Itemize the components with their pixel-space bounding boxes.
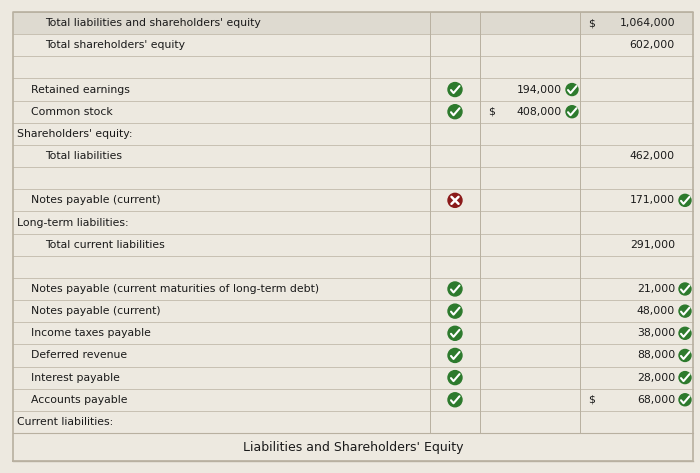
Text: Shareholders' equity:: Shareholders' equity: — [17, 129, 132, 139]
Text: 38,000: 38,000 — [637, 328, 675, 338]
Text: Total current liabilities: Total current liabilities — [45, 240, 164, 250]
Text: 194,000: 194,000 — [517, 85, 562, 95]
Text: Income taxes payable: Income taxes payable — [31, 328, 151, 338]
Text: 602,000: 602,000 — [630, 40, 675, 50]
Text: Current liabilities:: Current liabilities: — [17, 417, 113, 427]
Circle shape — [679, 394, 691, 406]
Circle shape — [448, 393, 462, 407]
Text: Notes payable (current maturities of long-term debt): Notes payable (current maturities of lon… — [31, 284, 319, 294]
Text: Total liabilities: Total liabilities — [45, 151, 122, 161]
Text: Notes payable (current): Notes payable (current) — [31, 195, 160, 205]
Text: $: $ — [588, 18, 595, 28]
Circle shape — [448, 83, 462, 96]
Circle shape — [448, 304, 462, 318]
Text: 408,000: 408,000 — [517, 107, 562, 117]
Text: 462,000: 462,000 — [630, 151, 675, 161]
Text: 171,000: 171,000 — [630, 195, 675, 205]
Text: 68,000: 68,000 — [637, 395, 675, 405]
Circle shape — [679, 327, 691, 339]
Text: Common stock: Common stock — [31, 107, 113, 117]
Circle shape — [679, 350, 691, 361]
Text: Deferred revenue: Deferred revenue — [31, 350, 127, 360]
Text: 88,000: 88,000 — [637, 350, 675, 360]
Text: 1,064,000: 1,064,000 — [620, 18, 675, 28]
Circle shape — [448, 282, 462, 296]
Text: 48,000: 48,000 — [637, 306, 675, 316]
Circle shape — [448, 326, 462, 340]
Circle shape — [566, 84, 578, 96]
Circle shape — [679, 305, 691, 317]
Text: $: $ — [588, 395, 595, 405]
Circle shape — [679, 372, 691, 384]
Text: Long-term liabilities:: Long-term liabilities: — [17, 218, 129, 228]
Text: Accounts payable: Accounts payable — [31, 395, 127, 405]
Circle shape — [566, 105, 578, 118]
Text: Interest payable: Interest payable — [31, 373, 120, 383]
Text: 21,000: 21,000 — [637, 284, 675, 294]
Circle shape — [679, 283, 691, 295]
Circle shape — [448, 193, 462, 207]
Text: Retained earnings: Retained earnings — [31, 85, 130, 95]
Text: Liabilities and Shareholders' Equity: Liabilities and Shareholders' Equity — [243, 440, 463, 454]
Text: 28,000: 28,000 — [637, 373, 675, 383]
Circle shape — [448, 349, 462, 362]
Circle shape — [448, 105, 462, 119]
Text: $: $ — [488, 107, 495, 117]
Text: 291,000: 291,000 — [630, 240, 675, 250]
Circle shape — [679, 194, 691, 206]
Text: Notes payable (current): Notes payable (current) — [31, 306, 160, 316]
FancyBboxPatch shape — [13, 12, 693, 34]
Circle shape — [448, 371, 462, 385]
Text: Total liabilities and shareholders' equity: Total liabilities and shareholders' equi… — [45, 18, 260, 28]
Text: Total shareholders' equity: Total shareholders' equity — [45, 40, 185, 50]
